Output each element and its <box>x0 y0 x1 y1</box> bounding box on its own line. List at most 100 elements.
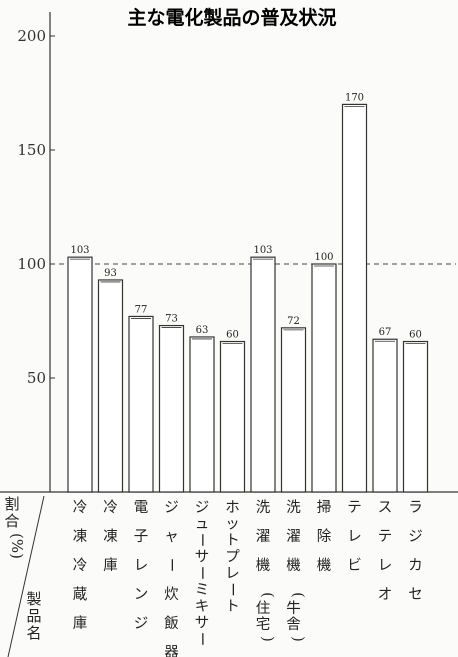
category-char: 凍 <box>73 528 88 545</box>
category-char: テ <box>347 500 362 516</box>
bar <box>97 279 124 493</box>
category-char: レ <box>378 558 393 574</box>
category-char: ュ <box>195 517 210 533</box>
category-char: ジ <box>195 500 210 516</box>
category-char: ト <box>225 599 240 615</box>
bar <box>189 336 215 493</box>
category-char: ジ <box>134 616 149 632</box>
category-char: 洗 <box>256 499 271 516</box>
category-label: 掃除機 <box>317 498 332 574</box>
category-char: テ <box>378 529 393 545</box>
bar <box>372 338 398 493</box>
value-label: 93 <box>104 268 117 279</box>
axis-header-char: 製 <box>26 590 41 608</box>
category-char: 舎 <box>286 616 301 633</box>
category-char: プ <box>225 549 240 566</box>
category-char: 牛 <box>286 600 301 617</box>
category-char: 冷 <box>73 499 88 516</box>
category-char: 庫 <box>73 615 88 632</box>
value-label: 103 <box>253 245 272 256</box>
category-char: セ <box>408 587 423 603</box>
category-char: ン <box>134 587 149 603</box>
category-char: 掃 <box>317 498 332 516</box>
category-label: 洗濯機 ( 住宅) <box>256 499 275 642</box>
category-char: 宅 <box>256 616 271 633</box>
category-char: 機 <box>256 557 271 574</box>
bars <box>67 103 429 493</box>
category-char: レ <box>134 558 149 574</box>
value-label: 60 <box>226 330 239 341</box>
category-char: オ <box>378 587 393 603</box>
axis-header-char: 名 <box>26 624 41 642</box>
category-char: ッ <box>225 517 240 533</box>
header-divider <box>7 495 45 657</box>
category-char: 蔵 <box>73 586 88 603</box>
category-char: レ <box>347 529 362 545</box>
value-label: 103 <box>70 245 89 256</box>
axis-header-char: 合 <box>4 512 19 530</box>
category-char: ジ <box>408 529 423 545</box>
bar <box>219 340 246 493</box>
category-label: 洗濯機 (牛舎) <box>286 499 305 642</box>
category-char: ー <box>224 582 240 597</box>
value-label: 72 <box>287 316 300 327</box>
bar <box>158 324 185 493</box>
category-label: 冷凍庫 <box>103 499 118 574</box>
category-char: 濯 <box>286 528 301 545</box>
y-tick-label: 100 <box>17 255 46 273</box>
category-char: ビ <box>347 557 362 574</box>
bar <box>311 263 337 493</box>
value-label: 73 <box>165 314 178 325</box>
bar <box>250 256 276 493</box>
category-char: 飯 <box>164 615 179 632</box>
value-label: 77 <box>135 304 148 315</box>
bar <box>67 256 93 493</box>
category-char: 洗 <box>286 499 301 516</box>
category-char: 除 <box>317 528 332 545</box>
category-char: 電 <box>134 500 149 516</box>
category-char: ー <box>193 533 209 548</box>
value-label: 63 <box>196 325 209 336</box>
category-char: サ <box>195 550 210 566</box>
category-char: 住 <box>256 600 271 617</box>
category-char: 器 <box>164 645 179 657</box>
axis-header-char: 品 <box>26 607 41 625</box>
axis-header-char: 割 <box>4 495 19 513</box>
category-char: 濯 <box>256 528 271 545</box>
category-char: サ <box>195 616 210 632</box>
category-char: 子 <box>134 528 149 545</box>
category-char: 機 <box>317 557 332 574</box>
value-label: 100 <box>314 252 333 263</box>
category-labels: 冷凍冷蔵庫冷凍庫電子レンジジャー炊飯器ジューサーミキサーホットプレート洗濯機(住… <box>73 498 423 657</box>
bar <box>280 327 307 493</box>
paren-close: ) <box>259 636 275 642</box>
bar <box>402 340 429 493</box>
y-tick-label: 150 <box>17 141 46 159</box>
category-char: ス <box>378 500 393 516</box>
category-char: ホ <box>225 500 240 516</box>
category-char: ミ <box>195 583 210 599</box>
category-char: 凍 <box>103 528 118 545</box>
bar <box>128 315 154 493</box>
category-char: 冷 <box>103 499 118 516</box>
category-char: カ <box>408 558 423 574</box>
category-char: ジ <box>164 500 179 516</box>
axis-header-unit: (%) <box>8 533 26 559</box>
paren-open: ( <box>259 592 275 598</box>
category-char: ー <box>193 632 209 647</box>
category-char: ー <box>193 566 209 581</box>
category-char: 炊 <box>164 586 179 603</box>
category-char: ャ <box>164 529 179 545</box>
category-char: 冷 <box>73 557 88 574</box>
category-char: 機 <box>286 557 301 574</box>
paren-close: ) <box>290 636 306 642</box>
y-ticks: 50 100 150 200 <box>17 27 55 387</box>
y-tick-label: 50 <box>27 369 46 387</box>
